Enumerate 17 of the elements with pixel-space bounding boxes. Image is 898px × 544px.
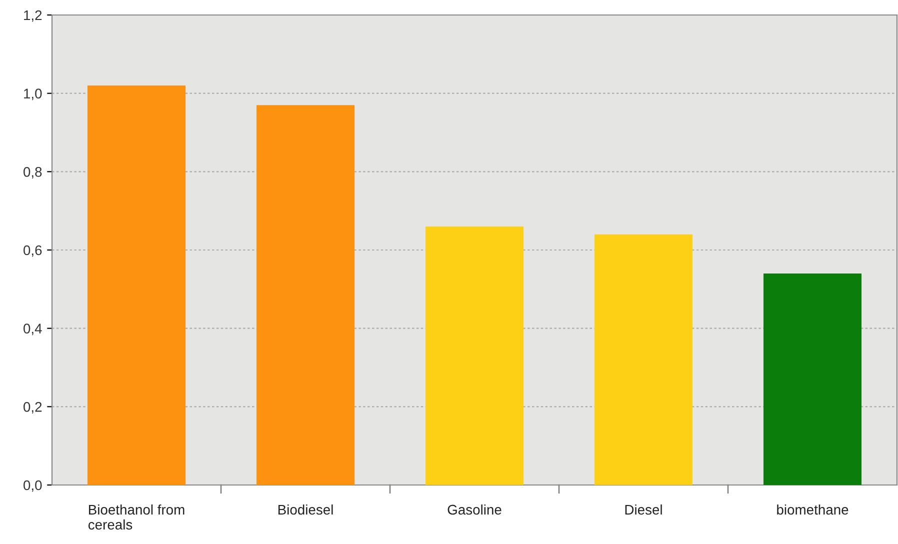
y-tick-label: 0,4 (24, 324, 42, 336)
bar (256, 105, 355, 485)
x-tick-label: biomethane (777, 504, 848, 515)
y-tick-label: 1,2 (24, 10, 42, 22)
y-tick-label: 1,0 (24, 88, 42, 100)
x-tick-label: Bioethanol from cereals (88, 504, 184, 530)
bar (87, 86, 186, 485)
y-tick-label: 0,8 (24, 167, 42, 178)
bar (594, 234, 693, 485)
bar (763, 274, 862, 485)
x-tick-label: Gasoline (448, 504, 502, 515)
x-tick-label: Biodiesel (278, 504, 333, 515)
y-tick-label: 0,6 (24, 245, 42, 257)
x-tick-label: Diesel (625, 504, 662, 515)
y-tick-label: 0,0 (24, 480, 42, 492)
y-tick-label: 0,2 (24, 402, 42, 414)
bar (425, 226, 524, 485)
